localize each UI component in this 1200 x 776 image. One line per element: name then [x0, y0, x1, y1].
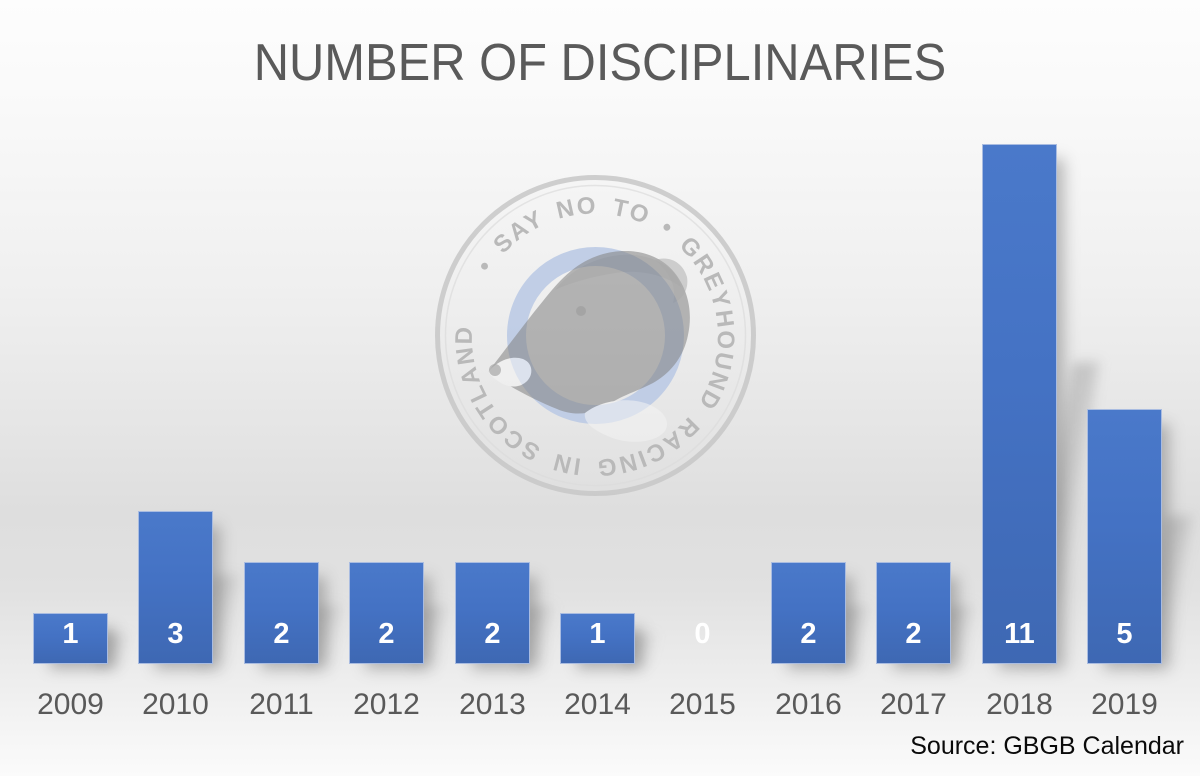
greyhound-head-icon	[488, 251, 690, 442]
year-label-2014: 2014	[564, 688, 631, 721]
year-label-2012: 2012	[353, 688, 420, 721]
value-label-2014: 1	[589, 618, 606, 650]
bar-2012	[349, 562, 424, 664]
source-note: Source: GBGB Calendar	[910, 732, 1184, 760]
value-label-2018: 11	[1004, 618, 1035, 650]
value-label-2016: 2	[800, 618, 817, 650]
bar-2011	[244, 562, 319, 664]
value-label-2017: 2	[905, 618, 922, 650]
bar-2013	[455, 562, 530, 664]
bar-2016	[771, 562, 846, 664]
value-label-2009: 1	[62, 618, 79, 650]
year-label-2018: 2018	[986, 688, 1053, 721]
year-label-2013: 2013	[459, 688, 526, 721]
year-label-2016: 2016	[775, 688, 842, 721]
value-label-2013: 2	[484, 618, 501, 650]
bar-2019	[1087, 409, 1162, 664]
value-label-2019: 5	[1116, 618, 1133, 650]
year-label-2019: 2019	[1091, 688, 1158, 721]
value-label-2010: 3	[167, 618, 184, 650]
value-label-2015: 0	[694, 618, 711, 650]
year-label-2011: 2011	[249, 688, 314, 721]
year-label-2015: 2015	[669, 688, 736, 721]
year-label-2017: 2017	[880, 688, 947, 721]
bar-2009	[33, 613, 108, 664]
bar-2014	[560, 613, 635, 664]
year-label-2009: 2009	[37, 688, 104, 721]
say-no-to-greyhound-racing-watermark-logo: • SAY NO TO • GREYHOUND RACING IN SCOTLA…	[435, 175, 756, 496]
bar-2010	[138, 511, 213, 664]
year-label-2010: 2010	[142, 688, 209, 721]
bar-2017	[876, 562, 951, 664]
value-label-2012: 2	[378, 618, 395, 650]
chart-title: NUMBER OF DISCIPLINARIES	[253, 34, 947, 92]
bar-2018	[982, 144, 1057, 664]
value-label-2011: 2	[273, 618, 290, 650]
